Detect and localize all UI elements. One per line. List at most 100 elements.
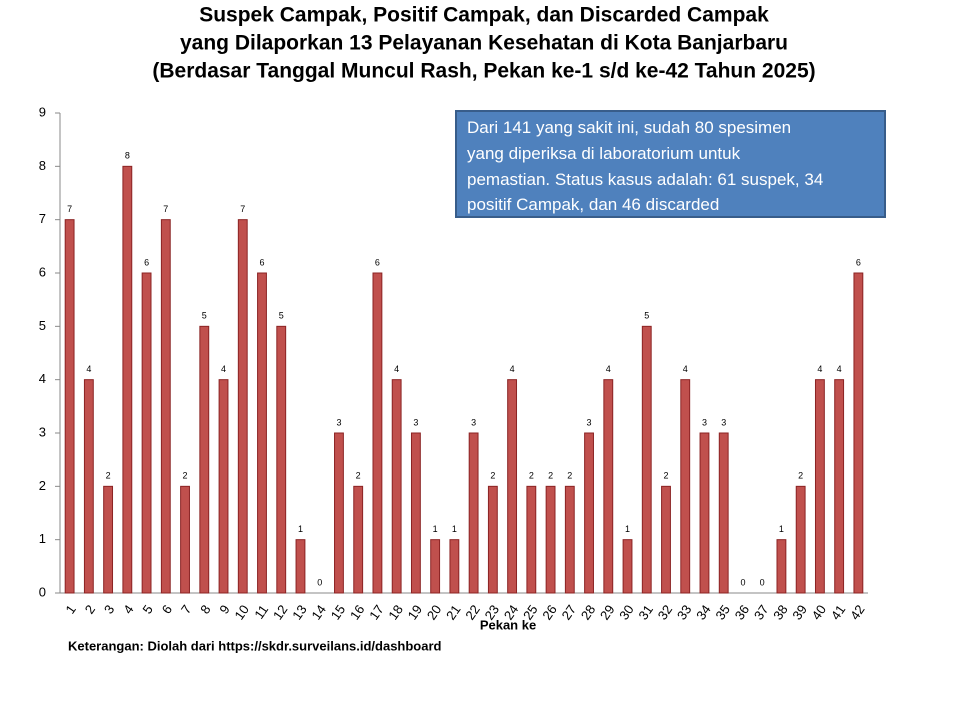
bar	[622, 539, 633, 594]
x-tick-label: 5	[139, 602, 155, 617]
bar	[372, 272, 383, 594]
data-label: 4	[606, 364, 611, 374]
x-tick-label: 2	[82, 602, 98, 617]
x-tick-label: 35	[712, 602, 733, 622]
bar	[276, 325, 287, 594]
x-tick-label: 31	[635, 602, 656, 622]
data-label: 4	[510, 364, 515, 374]
x-tick-label: 41	[828, 602, 849, 622]
bar	[814, 379, 825, 594]
data-label: 5	[644, 311, 649, 321]
data-label: 7	[163, 204, 168, 214]
bar	[410, 432, 421, 594]
y-tick-label: 8	[39, 158, 46, 173]
data-label: 3	[413, 417, 418, 427]
x-tick-label: 37	[751, 602, 772, 622]
data-label: 2	[183, 471, 188, 481]
x-tick-label: 28	[578, 602, 599, 622]
x-tick-label: 22	[462, 602, 483, 622]
bar	[795, 485, 806, 594]
x-tick-label: 8	[197, 602, 213, 617]
x-tick-label: 36	[732, 602, 753, 622]
x-tick-label: 6	[159, 602, 175, 617]
bar	[776, 539, 787, 594]
bar	[680, 379, 691, 594]
data-label: 2	[529, 471, 534, 481]
data-label: 3	[721, 417, 726, 427]
data-label: 3	[336, 417, 341, 427]
data-label: 2	[567, 471, 572, 481]
x-tick-label: 30	[616, 602, 637, 622]
chart-title-line: yang Dilaporkan 13 Pelayanan Kesehatan d…	[180, 32, 788, 55]
data-label: 4	[394, 364, 399, 374]
data-label: 6	[259, 257, 264, 267]
data-label: 2	[356, 471, 361, 481]
y-tick-label: 9	[39, 104, 46, 119]
data-label: 0	[760, 577, 765, 587]
bar	[853, 272, 864, 594]
data-label: 1	[625, 524, 630, 534]
bar	[391, 379, 402, 594]
x-tick-label: 1	[62, 602, 78, 617]
footnote: Keterangan: Diolah dari https://skdr.sur…	[68, 638, 442, 653]
y-tick-label: 2	[39, 478, 46, 493]
data-label: 4	[86, 364, 91, 374]
x-tick-label: 16	[347, 602, 368, 622]
data-label: 1	[433, 524, 438, 534]
bar	[487, 485, 498, 594]
data-label: 6	[144, 257, 149, 267]
y-tick-label: 3	[39, 424, 46, 439]
x-tick-label: 14	[308, 602, 329, 622]
data-label: 4	[817, 364, 822, 374]
data-label: 3	[702, 417, 707, 427]
bar	[122, 165, 133, 594]
x-tick-label: 12	[270, 602, 291, 622]
annotation-line: positif Campak, dan 46 discarded	[467, 195, 719, 214]
y-tick-label: 4	[39, 371, 46, 386]
bar	[160, 219, 171, 594]
x-tick-label: 24	[501, 602, 522, 622]
bar	[103, 485, 114, 594]
bar	[584, 432, 594, 594]
data-label: 5	[279, 311, 284, 321]
data-label: 1	[298, 524, 303, 534]
bar	[507, 379, 518, 594]
x-tick-label: 3	[101, 602, 117, 617]
x-axis-label: Pekan ke	[480, 617, 536, 632]
x-tick-label: 10	[231, 602, 252, 622]
x-tick-label: 23	[482, 602, 503, 622]
bar	[661, 485, 671, 594]
data-label: 5	[202, 311, 207, 321]
bar	[218, 379, 229, 594]
data-label: 1	[452, 524, 457, 534]
bar	[257, 272, 267, 594]
data-label: 6	[856, 257, 861, 267]
data-label: 1	[779, 524, 784, 534]
bar	[718, 432, 729, 594]
bar	[353, 485, 364, 594]
data-label: 2	[490, 471, 495, 481]
annotation-line: pemastian. Status kasus adalah: 61 suspe…	[467, 170, 823, 189]
data-label: 3	[471, 417, 476, 427]
x-tick-label: 39	[789, 602, 810, 622]
x-tick-label: 26	[539, 602, 560, 622]
x-tick-label: 42	[847, 602, 868, 622]
bar	[83, 379, 94, 594]
y-tick-label: 0	[39, 584, 46, 599]
bar	[295, 539, 306, 594]
bar	[641, 325, 652, 594]
x-tick-label: 13	[289, 602, 310, 622]
bar	[64, 219, 75, 594]
annotation-box	[455, 110, 886, 218]
x-tick-label: 19	[405, 602, 426, 622]
annotation-line: yang diperiksa di laboratorium untuk	[467, 144, 741, 163]
bar	[834, 379, 845, 594]
x-tick-label: 27	[558, 602, 579, 622]
bar	[199, 325, 210, 594]
x-tick-label: 15	[328, 602, 349, 622]
bar	[468, 432, 479, 594]
data-label: 7	[240, 204, 245, 214]
annotation-line: Dari 141 yang sakit ini, sudah 80 spesim…	[467, 118, 791, 137]
bar	[237, 219, 248, 594]
x-tick-label: 34	[693, 602, 714, 622]
